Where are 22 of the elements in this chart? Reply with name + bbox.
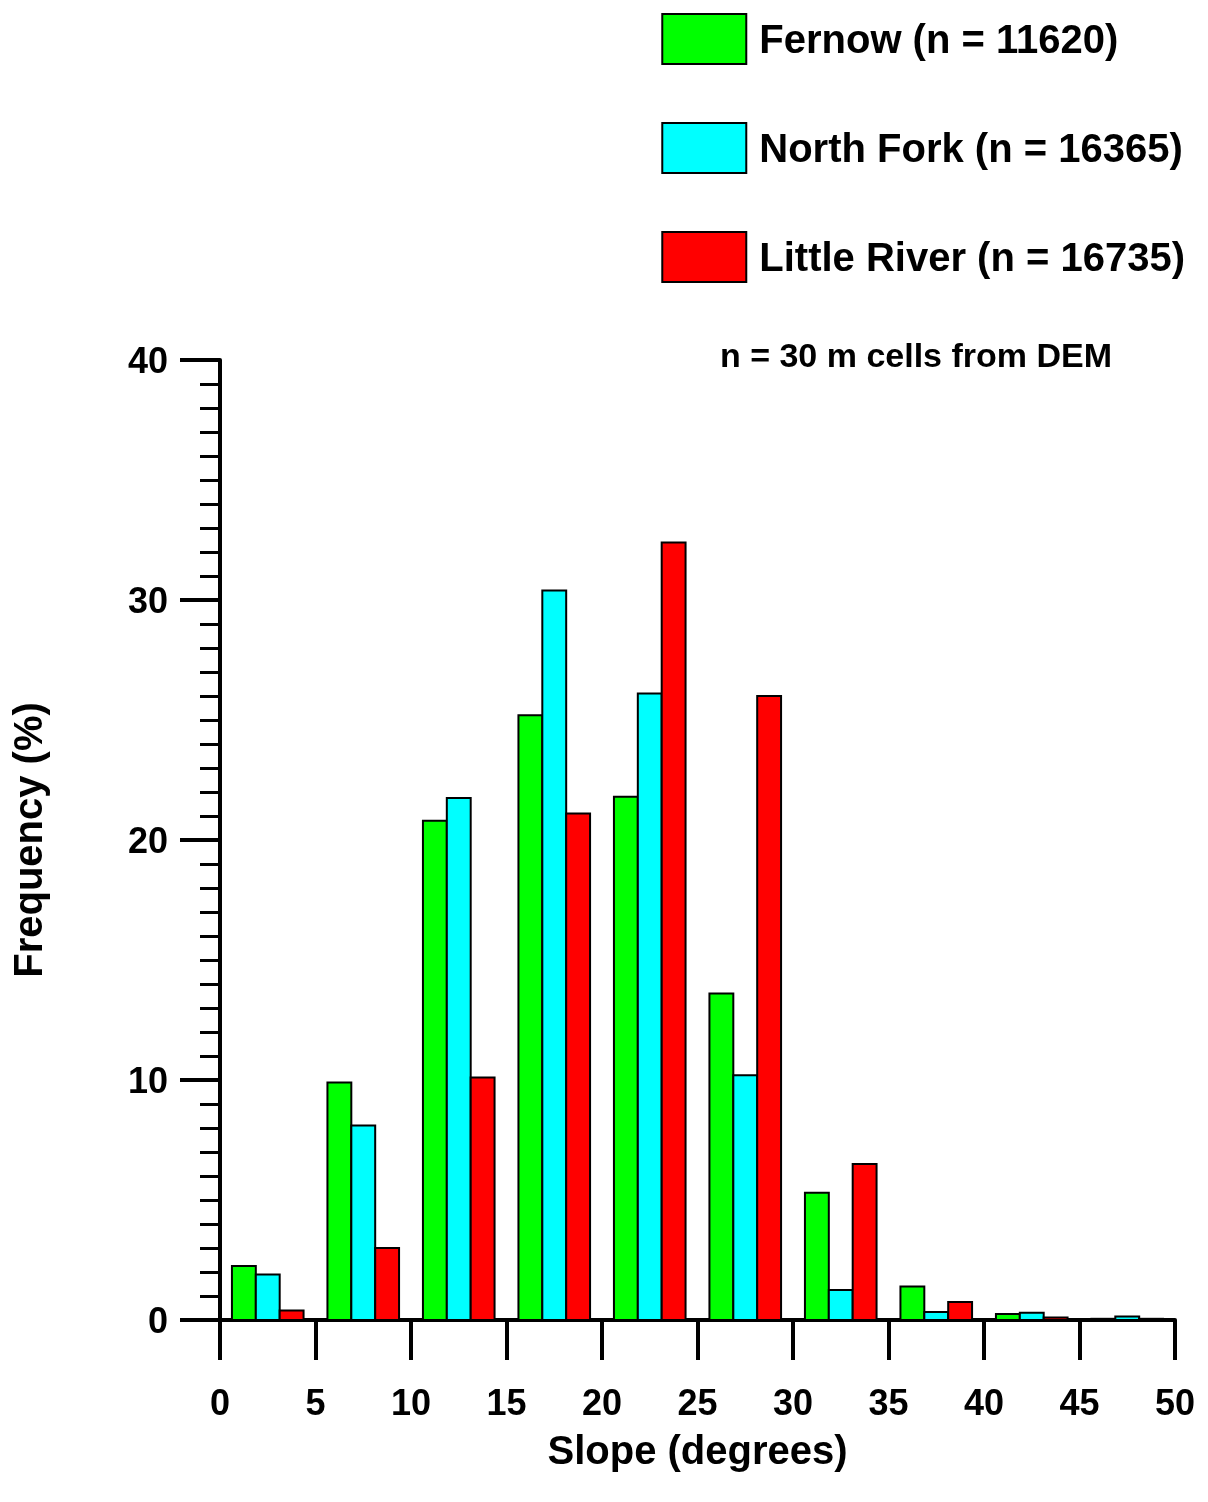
legend-label: Little River (n = 16735) (759, 235, 1186, 279)
y-tick-label: 0 (147, 1299, 168, 1341)
x-tick-label: 45 (1059, 1381, 1100, 1423)
x-tick-label: 35 (868, 1381, 909, 1423)
annotation: n = 30 m cells from DEM (719, 336, 1113, 374)
y-tick-label: 20 (127, 819, 168, 861)
x-tick-label: 25 (677, 1381, 718, 1423)
y-tick-label: 30 (127, 579, 168, 621)
y-axis-title: Frequency (%) (6, 702, 50, 978)
x-tick-label: 5 (305, 1381, 326, 1423)
x-axis-title: Slope (degrees) (547, 1428, 848, 1472)
x-tick-label: 10 (390, 1381, 432, 1423)
y-tick-label: 10 (127, 1059, 168, 1101)
x-tick-label: 30 (772, 1381, 814, 1423)
x-tick-label: 20 (581, 1381, 623, 1423)
x-tick-label: 15 (486, 1381, 527, 1423)
x-tick-label: 0 (209, 1381, 231, 1423)
x-tick-label: 40 (963, 1381, 1005, 1423)
x-tick-label: 50 (1154, 1381, 1196, 1423)
legend-label: Fernow (n = 11620) (759, 17, 1119, 61)
y-tick-label: 40 (127, 339, 168, 381)
legend-label: North Fork (n = 16365) (759, 126, 1183, 170)
